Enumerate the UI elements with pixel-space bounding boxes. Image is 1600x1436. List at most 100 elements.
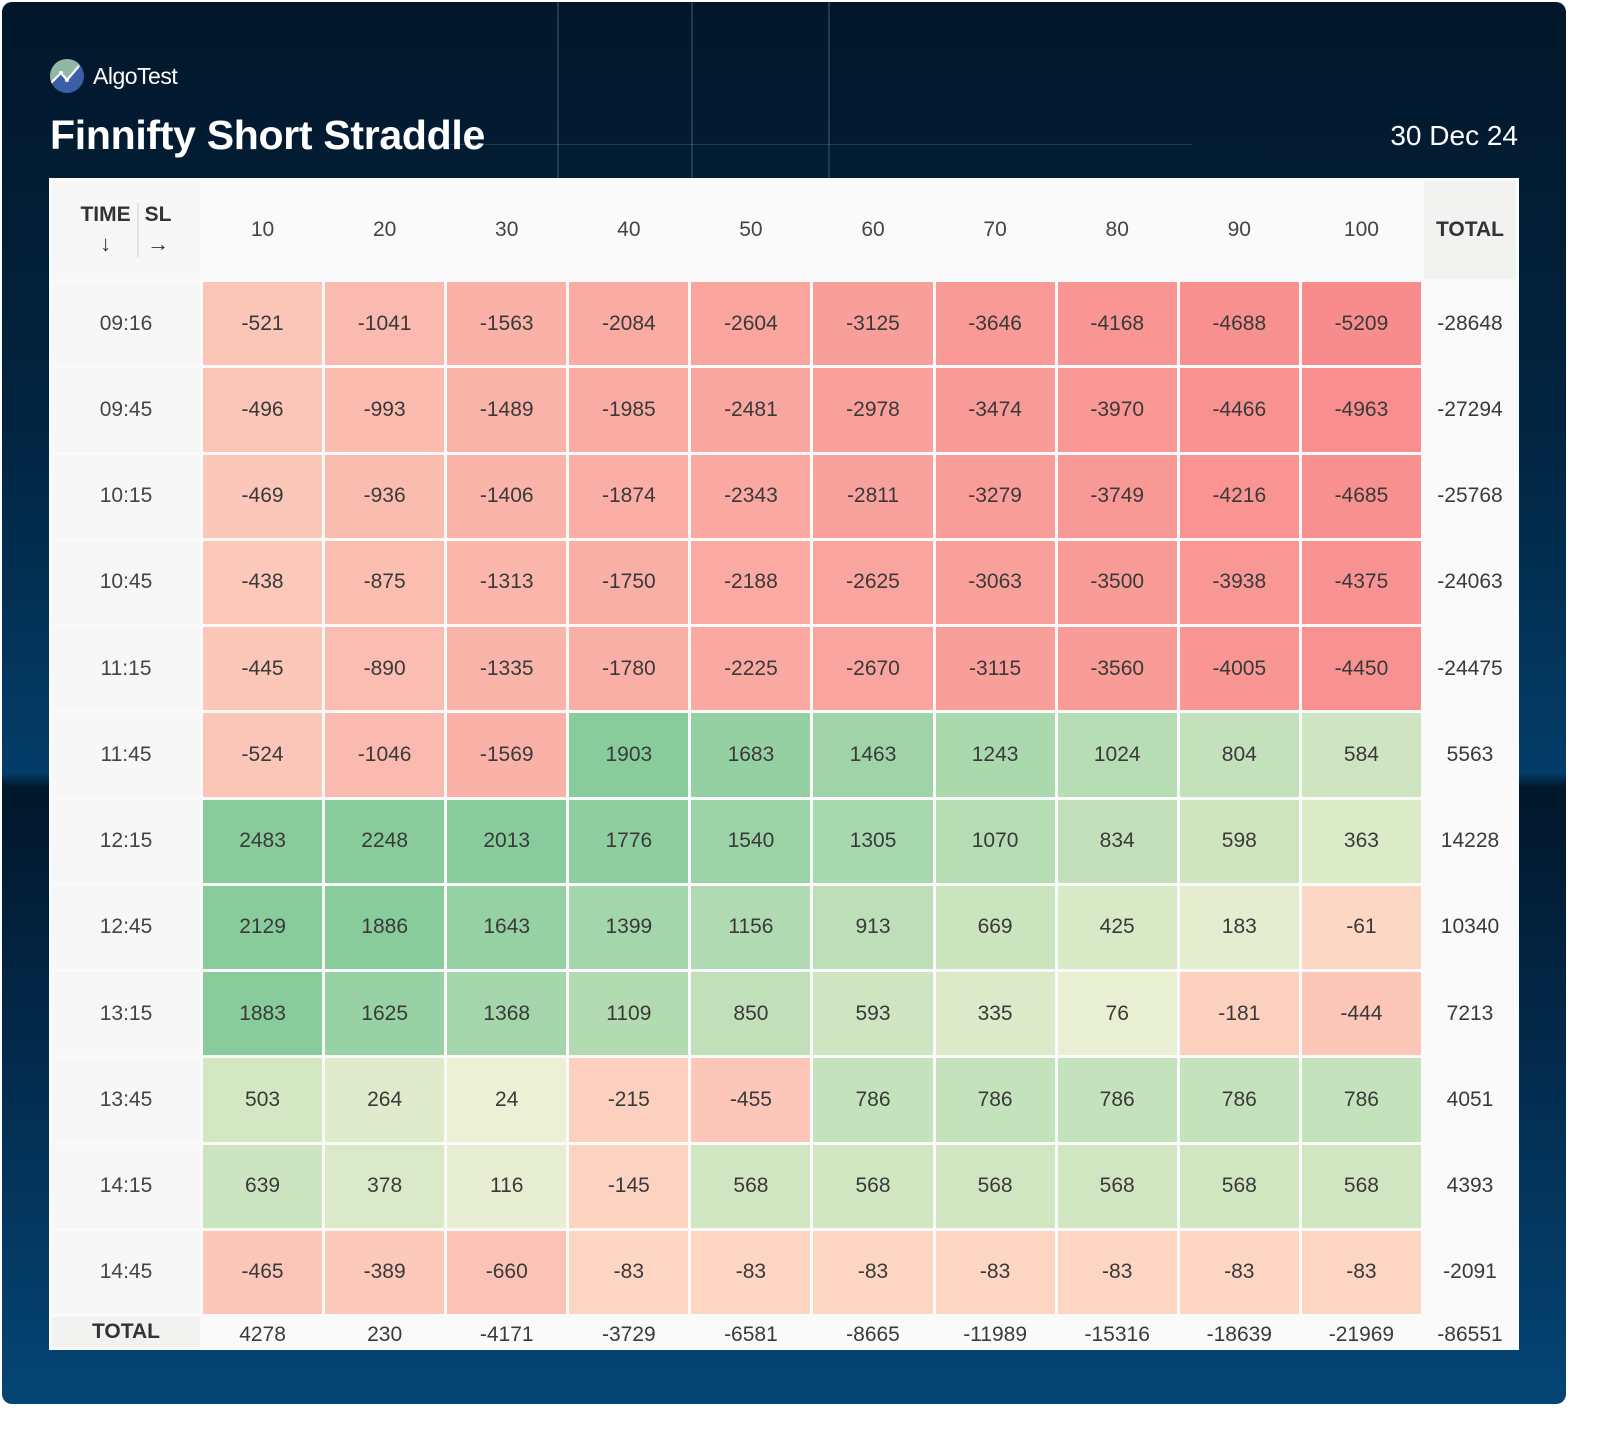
- heatmap-cell: -2978: [813, 368, 933, 452]
- heatmap-cell: 1109: [569, 972, 689, 1056]
- heatmap-cell: -3560: [1057, 627, 1177, 711]
- heatmap-cell: -521: [203, 282, 323, 366]
- heatmap-cell: 2248: [325, 799, 445, 883]
- heatmap-cell: -465: [203, 1230, 323, 1314]
- table-row: 12:45 2129 1886 1643 1399 1156 913 669 425 183 -61…: [52, 885, 1516, 969]
- column-total: -6581: [691, 1317, 811, 1347]
- heatmap-cell: -496: [203, 368, 323, 452]
- background-grid-line: [557, 2, 559, 182]
- heatmap-cell: -83: [1301, 1230, 1421, 1314]
- brand-name: AlgoTest: [93, 62, 178, 89]
- column-total: -8665: [813, 1317, 933, 1347]
- heatmap-cell: 503: [203, 1058, 323, 1142]
- heatmap-table-container: TIME ↓ SL → 10 20 30 40 50 60 70 80 90 100 TOTAL 0…: [49, 178, 1519, 1350]
- column-header-sl-70: 70: [935, 181, 1055, 279]
- heatmap-cell: 24: [447, 1058, 567, 1142]
- row-total: -28648: [1424, 282, 1516, 366]
- heatmap-cell: -215: [569, 1058, 689, 1142]
- heatmap-cell: -3646: [935, 282, 1055, 366]
- heatmap-cell: 1024: [1057, 713, 1177, 797]
- table-row: 14:45 -465 -389 -660 -83 -83 -83 -83 -83 -83 -83 -2…: [52, 1230, 1516, 1314]
- heatmap-cell: 804: [1179, 713, 1299, 797]
- heatmap-cell: 1903: [569, 713, 689, 797]
- column-header-sl-40: 40: [569, 181, 689, 279]
- heatmap-cell: 264: [325, 1058, 445, 1142]
- column-header-sl-60: 60: [813, 181, 933, 279]
- row-header-time: 13:45: [52, 1058, 200, 1142]
- column-total: -11989: [935, 1317, 1055, 1347]
- heatmap-cell: -438: [203, 540, 323, 624]
- heatmap-cell: -3279: [935, 454, 1055, 538]
- header-row: TIME ↓ SL → 10 20 30 40 50 60 70 80 90 100 TOTAL: [52, 181, 1516, 279]
- heatmap-cell: -4688: [1179, 282, 1299, 366]
- heatmap-cell: -1313: [447, 540, 567, 624]
- row-header-time: 12:15: [52, 799, 200, 883]
- heatmap-cell: 568: [813, 1144, 933, 1228]
- heatmap-cell: -83: [1179, 1230, 1299, 1314]
- heatmap-cell: 568: [691, 1144, 811, 1228]
- heatmap-cell: -389: [325, 1230, 445, 1314]
- brand-logo: AlgoTest: [49, 58, 178, 94]
- corner-header: TIME ↓ SL →: [52, 181, 200, 279]
- heatmap-body: 09:16 -521 -1041 -1563 -2084 -2604 -3125 -3646-…: [52, 282, 1516, 1314]
- column-total: -15316: [1057, 1317, 1177, 1347]
- heatmap-cell: -4685: [1301, 454, 1421, 538]
- row-header-time: 11:15: [52, 627, 200, 711]
- heatmap-cell: -1335: [447, 627, 567, 711]
- heatmap-cell: 1886: [325, 885, 445, 969]
- heatmap-cell: 669: [935, 885, 1055, 969]
- heatmap-cell: -2225: [691, 627, 811, 711]
- column-total: -18639: [1179, 1317, 1299, 1347]
- heatmap-cell: 639: [203, 1144, 323, 1228]
- heatmap-cell: -2343: [691, 454, 811, 538]
- row-total: -25768: [1424, 454, 1516, 538]
- row-header-time: 09:16: [52, 282, 200, 366]
- heatmap-cell: 76: [1057, 972, 1177, 1056]
- heatmap-cell: -2625: [813, 540, 933, 624]
- table-row: 10:45 -438 -875 -1313 -1750 -2188 -2625 -3063 -3…: [52, 540, 1516, 624]
- heatmap-cell: -1041: [325, 282, 445, 366]
- heatmap-cell: 584: [1301, 713, 1421, 797]
- column-header-total: TOTAL: [1424, 181, 1516, 279]
- table-row: 10:15 -469 -936 -1406 -1874 -2343 -2811 -3279 -3…: [52, 454, 1516, 538]
- row-header-time: 12:45: [52, 885, 200, 969]
- heatmap-cell: 1070: [935, 799, 1055, 883]
- heatmap-cell: -936: [325, 454, 445, 538]
- background-grid-line: [828, 2, 830, 182]
- heatmap-cell: 1683: [691, 713, 811, 797]
- row-total: -24063: [1424, 540, 1516, 624]
- heatmap-cell: -455: [691, 1058, 811, 1142]
- heatmap-cell: -3115: [935, 627, 1055, 711]
- heatmap-cell: -875: [325, 540, 445, 624]
- heatmap-cell: -3474: [935, 368, 1055, 452]
- heatmap-cell: -61: [1301, 885, 1421, 969]
- heatmap-cell: 1776: [569, 799, 689, 883]
- heatmap-cell: 2483: [203, 799, 323, 883]
- column-header-sl-80: 80: [1057, 181, 1177, 279]
- row-header-time: 14:15: [52, 1144, 200, 1228]
- heatmap-cell: 786: [813, 1058, 933, 1142]
- heatmap-cell: 568: [1301, 1144, 1421, 1228]
- heatmap-cell: 1305: [813, 799, 933, 883]
- heatmap-cell: -3500: [1057, 540, 1177, 624]
- table-row: 09:45 -496 -993 -1489 -1985 -2481 -2978 -3474 -3…: [52, 368, 1516, 452]
- heatmap-cell: 1883: [203, 972, 323, 1056]
- heatmap-cell: -4168: [1057, 282, 1177, 366]
- heatmap-cell: 598: [1179, 799, 1299, 883]
- table-row: 11:45 -524 -1046 -1569 1903 1683 1463 1243 1024 8…: [52, 713, 1516, 797]
- heatmap-cell: -3938: [1179, 540, 1299, 624]
- heatmap-cell: -4375: [1301, 540, 1421, 624]
- page-title: Finnifty Short Straddle: [50, 112, 485, 158]
- table-row: 13:15 1883 1625 1368 1109 850 593 335 76 -181 -444…: [52, 972, 1516, 1056]
- totals-row: TOTAL 4278 230 -4171 -3729 -6581 -8665 -11989-…: [52, 1317, 1516, 1347]
- heatmap-cell: -181: [1179, 972, 1299, 1056]
- heatmap-cell: -993: [325, 368, 445, 452]
- heatmap-cell: -145: [569, 1144, 689, 1228]
- heatmap-cell: -445: [203, 627, 323, 711]
- heatmap-cell: 1540: [691, 799, 811, 883]
- heatmap-cell: 850: [691, 972, 811, 1056]
- heatmap-cell: -83: [569, 1230, 689, 1314]
- column-header-sl-90: 90: [1179, 181, 1299, 279]
- row-header-time: 10:15: [52, 454, 200, 538]
- heatmap-table: TIME ↓ SL → 10 20 30 40 50 60 70 80 90 100 TOTAL 0…: [49, 178, 1519, 1350]
